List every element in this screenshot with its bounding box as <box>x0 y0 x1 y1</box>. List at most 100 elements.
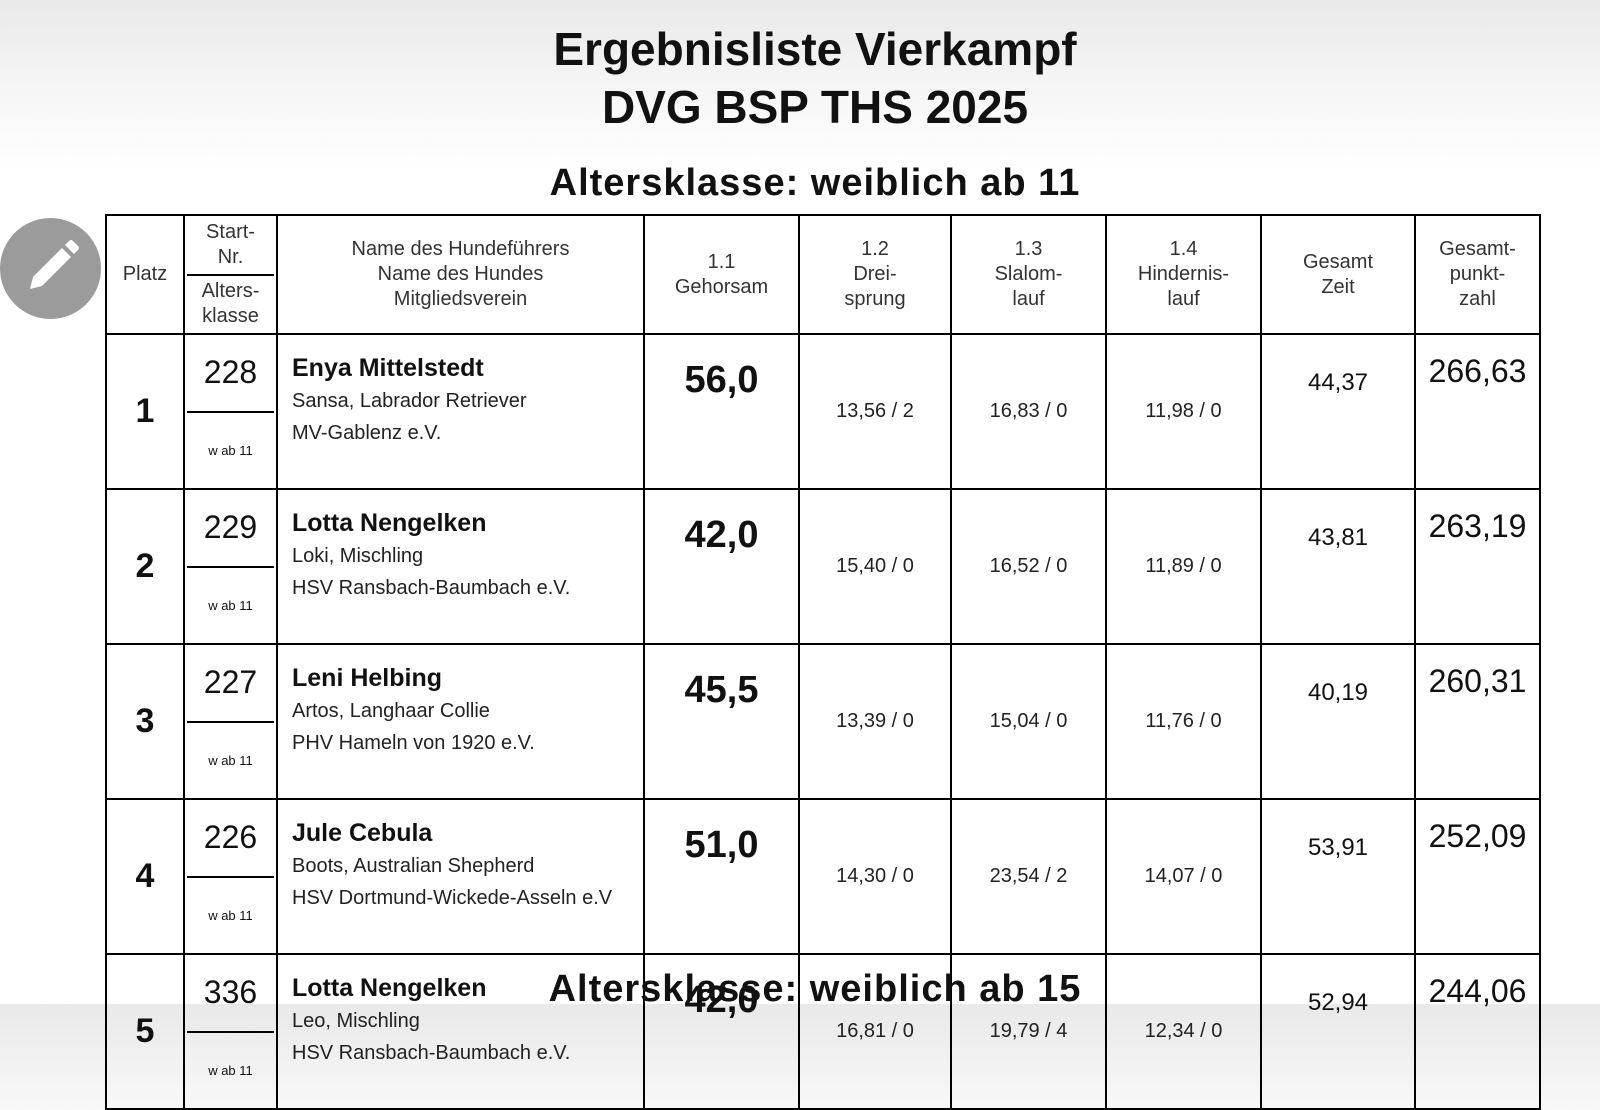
pencil-icon <box>30 240 79 289</box>
header-part: Alters-klasse <box>187 273 274 333</box>
header-cell: 1.1 Gehorsam <box>643 214 800 335</box>
header-line: sprung <box>844 288 906 310</box>
total-time: 43,81 <box>1260 488 1416 645</box>
start-split: 228 w ab 11 <box>186 336 275 488</box>
header-line: 1.2 <box>861 238 889 260</box>
header-line: punkt- <box>1449 263 1506 285</box>
age-class: w ab 11 <box>187 410 274 488</box>
club-name: PHV Hameln von 1920 e.V. <box>292 732 535 754</box>
club-name: HSV Dortmund-Wickede-Asseln e.V <box>292 887 613 909</box>
header-cell: Platz <box>105 214 185 335</box>
start-split: 226 w ab 11 <box>186 801 275 953</box>
header-line: Start- <box>206 220 255 243</box>
result-row: 2 229 w ab 11 Lotta Nengelken Loki, Mischlin… <box>105 488 1541 645</box>
header-line: lauf <box>1012 288 1045 310</box>
header-line: Name des Hundeführers <box>351 238 570 260</box>
slalom: 23,54 / 2 <box>950 798 1107 955</box>
dog-name: Loki, Mischling <box>292 545 424 567</box>
header-line: Hindernis- <box>1137 263 1230 285</box>
start-cell: 228 w ab 11 <box>183 333 278 490</box>
obedience: 51,0 <box>643 798 800 955</box>
rank: 3 <box>105 643 185 800</box>
obedience: 56,0 <box>643 333 800 490</box>
rank: 4 <box>105 798 185 955</box>
start-cell: 227 w ab 11 <box>183 643 278 800</box>
header-split: Start- Nr. Alters-klasse <box>186 217 275 333</box>
handler-name: Lotta Nengelken <box>292 509 487 537</box>
header-line: Drei- <box>853 263 897 285</box>
header-line: Nr. <box>217 245 244 268</box>
header-cell: Name des Hundeführers Name des Hundes Mitg… <box>276 214 645 335</box>
subtitle: Altersklasse: weiblich ab 11 <box>549 162 1081 204</box>
total-time: 53,91 <box>1260 798 1416 955</box>
start-split: 227 w ab 11 <box>186 646 275 798</box>
triple-jump: 13,39 / 0 <box>798 643 952 800</box>
header-line: Mitgliedsverein <box>393 288 528 310</box>
age-class: w ab 11 <box>187 875 274 953</box>
start-number: 226 <box>203 819 258 856</box>
header-cell: Gesamt-punkt-zahl <box>1414 214 1541 335</box>
header-part: Start- Nr. <box>186 217 275 274</box>
age-class: w ab 11 <box>187 720 274 798</box>
age-class: w ab 11 <box>187 565 274 643</box>
triple-jump: 14,30 / 0 <box>798 798 952 955</box>
header-cell: 1.4 Hindernis-lauf <box>1105 214 1262 335</box>
slalom: 16,83 / 0 <box>950 333 1107 490</box>
results-table: Platz Start- Nr. Alters-klasse Name des Hund… <box>105 214 1541 1110</box>
header-line: Gesamt- <box>1439 238 1516 260</box>
result-row: 3 227 w ab 11 Leni Helbing Artos, Langhaar C… <box>105 643 1541 800</box>
name-cell: Lotta Nengelken Loki, Mischling HSV Ransba… <box>276 488 645 645</box>
slalom: 16,52 / 0 <box>950 488 1107 645</box>
result-row: 4 226 w ab 11 Jule Cebula Boots, Australian … <box>105 798 1541 955</box>
title-line: DVG BSP THS 2025 <box>601 81 1029 133</box>
rank: 2 <box>105 488 185 645</box>
header-line: Name des Hundes <box>377 263 544 285</box>
total-time: 44,37 <box>1260 333 1416 490</box>
title-line: Ergebnisliste Vierkampf <box>553 23 1077 75</box>
header-line: Platz <box>122 263 168 285</box>
total-points: 252,09 <box>1414 798 1541 955</box>
dog-name: Boots, Australian Shepherd <box>292 855 535 877</box>
start-cell: 226 w ab 11 <box>183 798 278 955</box>
hurdles: 14,07 / 0 <box>1105 798 1262 955</box>
name-cell: Leni Helbing Artos, Langhaar Collie PHV Ha… <box>276 643 645 800</box>
total-time: 40,19 <box>1260 643 1416 800</box>
age-class: w ab 11 <box>187 1030 274 1108</box>
name-cell: Jule Cebula Boots, Australian Shepherd HSV… <box>276 798 645 955</box>
header-cell: Start- Nr. Alters-klasse <box>183 214 278 335</box>
header-line: Zeit <box>1321 275 1355 298</box>
club-name: HSV Ransbach-Baumbach e.V. <box>292 1042 571 1064</box>
name-cell: Enya Mittelstedt Sansa, Labrador Retrieve… <box>276 333 645 490</box>
title: Ergebnisliste Vierkampf DVG BSP THS 2025 <box>0 20 1600 136</box>
start-number: 229 <box>203 509 258 546</box>
header-line: 1.1 <box>707 250 736 273</box>
club-name: MV-Gablenz e.V. <box>292 422 442 444</box>
header-cell: 1.2 Drei-sprung <box>798 214 952 335</box>
triple-jump: 13,56 / 2 <box>798 333 952 490</box>
obedience: 42,0 <box>643 488 800 645</box>
header-line: 1.4 <box>1169 238 1198 260</box>
handler-name: Lotta Nengelken <box>292 974 487 1002</box>
hurdles: 11,76 / 0 <box>1105 643 1262 800</box>
rank: 1 <box>105 333 185 490</box>
header-line: Slalom- <box>994 263 1063 285</box>
header-row: Platz Start- Nr. Alters-klasse Name des Hund… <box>105 214 1541 335</box>
total-points: 260,31 <box>1414 643 1541 800</box>
header-line: klasse <box>202 305 259 328</box>
total-points: 266,63 <box>1414 333 1541 490</box>
header-line: 1.3 <box>1014 238 1043 260</box>
hurdles: 11,98 / 0 <box>1105 333 1262 490</box>
total-points: 263,19 <box>1414 488 1541 645</box>
header-line: zahl <box>1459 288 1496 310</box>
triple-jump: 15,40 / 0 <box>798 488 952 645</box>
edit-button[interactable] <box>0 218 101 319</box>
hurdles: 11,89 / 0 <box>1105 488 1262 645</box>
header-line: Gesamt <box>1302 250 1374 273</box>
handler-name: Leni Helbing <box>292 664 442 692</box>
club-name: HSV Ransbach-Baumbach e.V. <box>292 577 571 599</box>
obedience: 45,5 <box>643 643 800 800</box>
start-split: 229 w ab 11 <box>186 491 275 643</box>
start-number: 228 <box>203 354 258 391</box>
handler-name: Enya Mittelstedt <box>292 354 484 382</box>
